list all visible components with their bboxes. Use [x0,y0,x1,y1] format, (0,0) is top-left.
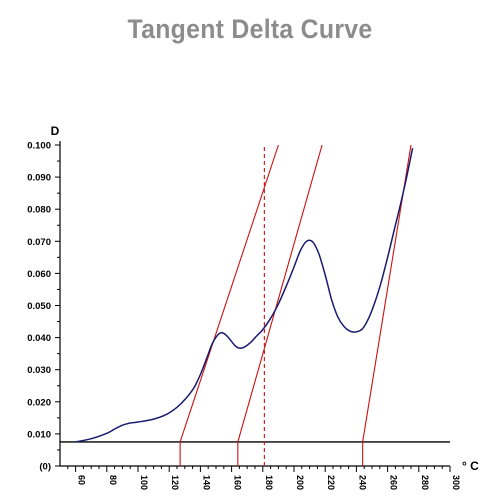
x-tick-label: 180 [264,475,274,490]
y-tick-label: (0) [39,462,51,473]
tangent-line [237,144,323,443]
x-tick-label: 220 [326,475,336,490]
x-tick-label: 160 [233,475,243,490]
axes: 0.100 0.090 0.080 0.070 0.060 0.050 0.040 0.030… [27,141,461,491]
y-tick-label: 0.080 [27,205,51,216]
x-tick-label: 240 [357,475,367,490]
y-tick-label: 0.040 [27,333,51,344]
tan-delta-series-line [75,148,414,443]
x-tick-label: 120 [170,475,180,490]
x-axis-title: ° C [462,459,479,473]
y-tick-label: 0.010 [27,429,51,440]
x-tick-label: 100 [139,475,149,490]
x-tick-label: 140 [201,475,211,490]
x-tick-label: 300 [451,475,461,490]
y-tick-label: 0.050 [27,301,51,312]
series [75,148,414,443]
y-tick-label: 0.070 [27,237,51,248]
y-axis-title: D [51,124,60,138]
y-tick-label: 0.020 [27,397,51,408]
x-tick-label: 200 [295,475,305,490]
y-tick-label: 0.100 [27,141,51,152]
x-tick-label: 260 [389,475,399,490]
tangent-line [179,144,279,443]
x-tick-label: 280 [420,475,430,490]
reference-lines [60,144,450,466]
y-tick-label: 0.060 [27,269,51,280]
chart-title: Tangent Delta Curve [127,14,373,44]
x-tick-label: 60 [77,475,87,485]
y-tick-label: 0.030 [27,365,51,376]
y-tick-label: 0.090 [27,173,51,184]
x-tick-label: 80 [108,475,118,485]
